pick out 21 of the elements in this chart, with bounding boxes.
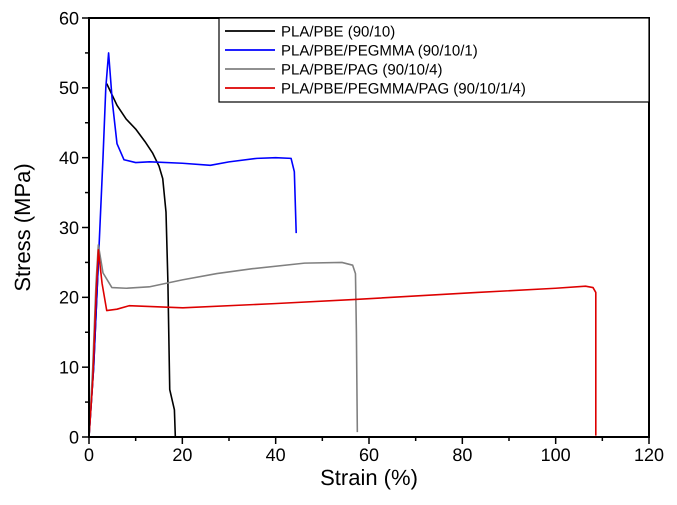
- x-tick-label: 60: [358, 445, 380, 465]
- y-tick-label: 40: [58, 148, 79, 168]
- y-tick-label: 20: [58, 288, 79, 308]
- y-tick-label: 0: [68, 427, 79, 448]
- x-axis-title: Strain (%): [320, 465, 418, 490]
- x-tick-label: 80: [452, 445, 472, 465]
- x-tick-label: 0: [84, 445, 94, 465]
- x-tick-label: 20: [172, 445, 192, 465]
- x-tick-label: 100: [540, 445, 571, 465]
- legend-label: PLA/PBE (90/10): [281, 23, 396, 40]
- x-tick-label: 40: [266, 445, 286, 465]
- legend-label: PLA/PBE/PEGMMA (90/10/1): [281, 42, 478, 60]
- y-tick-label: 10: [58, 357, 79, 378]
- y-tick-label: 50: [58, 78, 79, 98]
- y-axis-title: Stress (MPa): [10, 163, 35, 292]
- y-tick-label: 30: [58, 218, 79, 238]
- y-tick-label: 60: [58, 8, 79, 28]
- x-tick-label: 120: [634, 445, 664, 465]
- legend-label: PLA/PBE/PEGMMA/PAG (90/10/1/4): [281, 80, 526, 98]
- legend-label: PLA/PBE/PAG (90/10/4): [281, 61, 442, 78]
- line-series: [88, 249, 597, 438]
